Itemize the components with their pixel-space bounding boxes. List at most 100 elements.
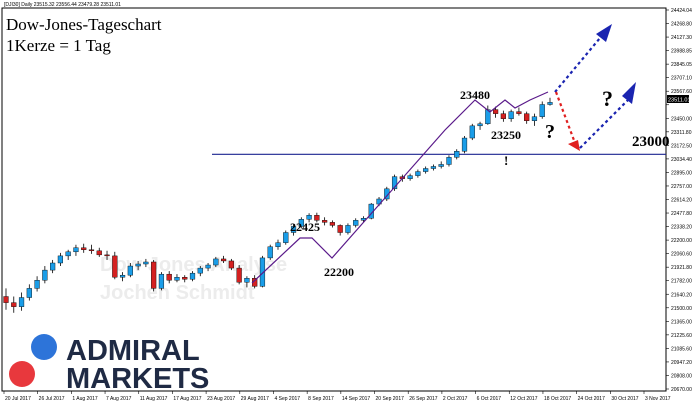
candle-body-down <box>151 261 157 289</box>
candle-body-up <box>213 258 219 266</box>
candle-body-down <box>11 302 17 307</box>
y-tick-label: 21365.00 <box>671 319 692 325</box>
candle-body-down <box>329 222 336 226</box>
candle-body-up <box>119 274 126 278</box>
y-tick-label: 23034.40 <box>671 157 692 163</box>
y-tick-label: 24268.80 <box>671 22 692 28</box>
candle-body-up <box>415 171 421 176</box>
candle-body-up <box>345 225 351 233</box>
x-axis: 20 Jul 2017 26 Jul 2017 1 Aug 2017 7 Aug 20… <box>3 391 671 402</box>
candle-body-down <box>236 267 242 283</box>
x-tick-label: 18 Oct 2017 <box>544 396 571 402</box>
x-tick-label: 1 Aug 2017 <box>72 396 98 402</box>
candle-body-down <box>104 254 110 257</box>
candle-body-down <box>88 249 95 252</box>
candle-body-up <box>531 116 538 121</box>
logo-text-markets: MARKETS <box>66 363 209 395</box>
last-price-marker <box>667 95 689 103</box>
y-tick-label: 24127.30 <box>671 35 692 41</box>
candle-body-down <box>314 215 320 221</box>
candle-body-up <box>290 226 297 233</box>
candle-body-up <box>42 269 48 281</box>
y-tick-label: 23707.10 <box>671 76 692 82</box>
candle-body-up <box>353 220 359 226</box>
bullish-arrowhead-lower <box>622 82 636 104</box>
label-23480: 23480 <box>460 88 490 102</box>
candle-body-up <box>34 280 40 289</box>
candle-body-up <box>391 176 398 190</box>
logo-blue-dot <box>31 334 57 360</box>
y-tick-label: 21500.00 <box>671 306 692 312</box>
bearish-arrowhead <box>568 140 580 151</box>
admiral-markets-logo: ADMIRAL MARKETS <box>4 330 284 395</box>
candle-body-up <box>438 164 444 167</box>
x-tick-label: 11 Aug 2017 <box>140 396 168 402</box>
y-tick-label: 24424.04 <box>671 8 692 14</box>
x-tick-label: 17 Aug 2017 <box>173 396 201 402</box>
y-tick-label: 22477.80 <box>671 211 692 217</box>
candle-body-up <box>18 297 25 307</box>
y-tick-label: 20947.20 <box>671 360 692 366</box>
y-tick-label: 23450.00 <box>671 116 692 122</box>
y-tick-label: 22895.00 <box>671 170 692 176</box>
y-tick-label: 23988.85 <box>671 49 692 55</box>
bullish-arrow-shaft-lower <box>579 99 629 149</box>
candle-body-up <box>283 232 289 243</box>
candle-body-up <box>298 219 304 227</box>
candle-body-up <box>259 257 266 287</box>
y-tick-label: 22757.00 <box>671 184 692 190</box>
x-tick-label: 20 Jul 2017 <box>5 396 31 402</box>
x-tick-label: 14 Sep 2017 <box>342 396 371 402</box>
candle-body-down <box>322 220 328 223</box>
candle-body-down <box>493 109 499 114</box>
candle-body-down <box>182 277 188 280</box>
x-tick-label: 4 Sep 2017 <box>274 396 300 402</box>
candle-body-up <box>461 137 468 152</box>
y-tick-label: 21225.60 <box>671 333 692 339</box>
x-tick-label: 26 Sep 2017 <box>409 396 438 402</box>
x-tick-label: 3 Nov 2017 <box>645 396 671 402</box>
candle-body-up <box>65 251 71 257</box>
y-tick-label: 20670.00 <box>671 387 692 393</box>
y-tick-label: 20808.00 <box>671 373 692 379</box>
candle-body-up <box>57 255 64 264</box>
last-price-label: 23511.01 <box>668 98 691 104</box>
y-tick-label: 22200.00 <box>671 238 692 244</box>
candle-body-down <box>3 296 9 303</box>
candle-body-down <box>220 258 227 262</box>
y-tick-label: 21640.20 <box>671 292 692 298</box>
y-tick-label: 22338.20 <box>671 225 692 231</box>
chart-title: Dow-Jones-Tageschart <box>6 15 162 34</box>
candle-body-down <box>112 255 118 278</box>
y-tick-label: 23845.05 <box>671 62 692 68</box>
candle-body-down <box>81 247 87 250</box>
candle-body-up <box>73 247 79 253</box>
red-exclamation-mark: ! <box>504 153 508 168</box>
candle-body-up <box>430 166 437 169</box>
y-tick-label: 21921.80 <box>671 265 692 271</box>
candle-body-up <box>158 273 165 289</box>
x-tick-label: 6 Oct 2017 <box>477 396 502 402</box>
x-tick-label: 26 Jul 2017 <box>39 396 65 402</box>
candle-body-up <box>267 246 273 259</box>
x-tick-label: 23 Aug 2017 <box>207 396 235 402</box>
candle-body-up <box>407 175 413 179</box>
candle-body-up <box>26 288 32 298</box>
x-tick-label: 2 Oct 2017 <box>443 396 468 402</box>
chart-subtitle: 1Kerze = 1 Tag <box>6 36 111 55</box>
label-22425: 22425 <box>290 220 320 234</box>
x-tick-label: 24 Oct 2017 <box>578 396 605 402</box>
logo-text-admiral: ADMIRAL <box>66 335 200 367</box>
label-23000: 23000 <box>632 134 670 150</box>
y-tick-label: 23311.80 <box>671 130 692 136</box>
candle-body-down <box>500 113 506 119</box>
candle-body-up <box>469 125 475 139</box>
blue-question-mark: ? <box>602 86 613 111</box>
candle-body-up <box>174 277 180 281</box>
candle-body-up <box>244 278 250 283</box>
candle-body-up <box>143 261 149 265</box>
y-tick-label: 21085.60 <box>671 346 692 352</box>
y-tick-label: 23172.50 <box>671 143 692 149</box>
bullish-arrowhead-upper <box>596 24 612 42</box>
